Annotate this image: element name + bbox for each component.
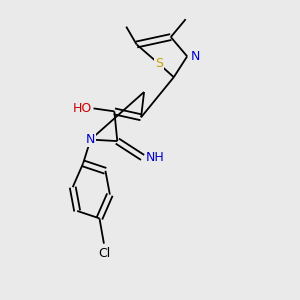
Text: HO: HO [73,102,92,115]
Text: N: N [86,133,95,146]
Text: NH: NH [146,151,164,164]
Text: S: S [155,57,163,70]
Text: N: N [191,50,200,63]
Text: Cl: Cl [98,247,110,260]
